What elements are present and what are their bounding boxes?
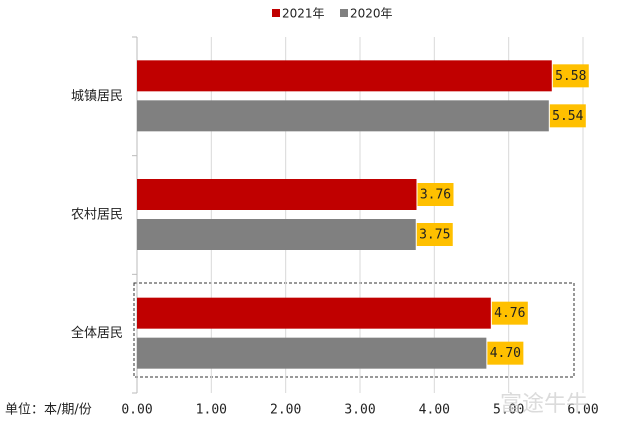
bar bbox=[137, 337, 487, 369]
value-label: 3.75 bbox=[419, 228, 450, 243]
bar bbox=[137, 219, 416, 250]
value-label-bg bbox=[549, 104, 586, 128]
y-tick-label: 全体居民 bbox=[71, 325, 123, 341]
value-label-bg bbox=[416, 223, 453, 246]
value-label: 4.70 bbox=[490, 346, 521, 361]
value-label-bg bbox=[487, 341, 524, 365]
highlight-box bbox=[133, 282, 575, 378]
value-label: 3.76 bbox=[420, 188, 451, 203]
x-tick-label: 1.00 bbox=[196, 403, 227, 418]
legend-swatch bbox=[340, 9, 348, 17]
y-tick-label: 农村居民 bbox=[71, 208, 123, 223]
legend-swatch bbox=[272, 9, 280, 17]
bar bbox=[137, 100, 549, 132]
value-label-bg bbox=[552, 64, 589, 88]
value-label-bg bbox=[491, 301, 528, 325]
legend-label: 2020年 bbox=[350, 7, 393, 21]
value-label-bg bbox=[417, 183, 454, 206]
value-label: 5.58 bbox=[555, 69, 586, 84]
x-tick-label: 2.00 bbox=[270, 403, 301, 418]
x-tick-label: 5.00 bbox=[493, 403, 524, 418]
legend-label: 2021年 bbox=[282, 7, 325, 21]
watermark: 富途牛牛 bbox=[500, 392, 588, 417]
y-tick-label: 城镇居民 bbox=[71, 89, 123, 104]
bar bbox=[137, 297, 491, 329]
value-label: 4.76 bbox=[494, 306, 525, 321]
bar bbox=[137, 60, 552, 92]
x-tick-label: 6.00 bbox=[567, 403, 598, 418]
x-tick-label: 4.00 bbox=[419, 403, 450, 418]
bar bbox=[137, 179, 417, 210]
x-tick-label: 3.00 bbox=[344, 403, 375, 418]
x-tick-label: 0.00 bbox=[121, 403, 152, 418]
x-axis-label: 单位：本/期/份 bbox=[5, 403, 92, 418]
value-label: 5.54 bbox=[552, 109, 583, 124]
